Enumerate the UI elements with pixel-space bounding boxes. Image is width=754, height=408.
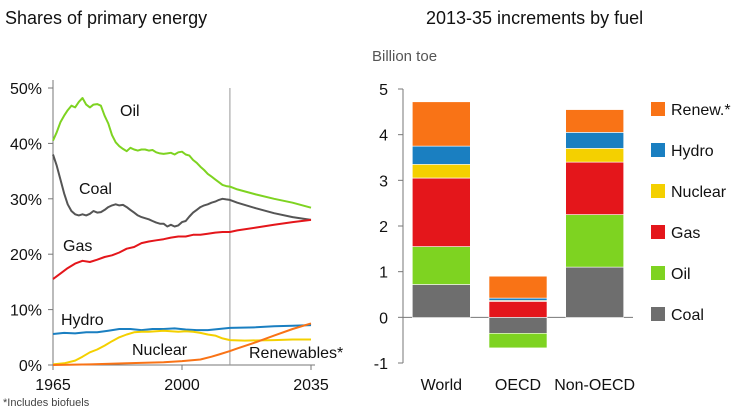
left-y-tick-label: 30%: [10, 192, 42, 209]
series-label-nuclear: Nuclear: [132, 342, 188, 359]
legend-swatch-nuclear: [651, 184, 665, 198]
right-y-axis-ticks: -1 0 1 2 3 4 5: [374, 82, 403, 373]
legend-label-hydro: Hydro: [671, 143, 714, 160]
right-y-axis-label: Billion toe: [372, 48, 437, 65]
series-line-renewables: [52, 322, 312, 366]
series-line-nuclear: [52, 329, 311, 366]
series-line-gas: [52, 218, 312, 280]
right-y-tick-label: 4: [379, 128, 388, 145]
right-y-tick-label: -1: [374, 356, 388, 373]
bar-segment-non-oecd-nuclear: [565, 148, 625, 163]
right-x-axis-ticks: World OECD Non-OECD: [421, 377, 636, 394]
left-x-tick-label: 1965: [35, 377, 71, 394]
legend-swatch-hydro: [651, 143, 665, 157]
series-label-oil: Oil: [120, 103, 140, 120]
legend-swatch-coal: [651, 307, 665, 321]
bar-segment-non-oecd-renew: [565, 109, 625, 133]
bar-segment-oecd-gas: [488, 301, 548, 318]
bar-segment-world-hydro: [411, 145, 471, 165]
energy-share-line-chart: Shares of primary energy 0% 10% 20% 30% 40% 5…: [3, 8, 343, 408]
right-x-tick-label: OECD: [495, 377, 541, 394]
left-x-axis-ticks: 1965 2000 2035: [35, 365, 329, 394]
bar-segment-oecd-hydro: [488, 297, 548, 301]
legend-label-oil: Oil: [671, 266, 691, 283]
left-x-tick-label: 2000: [164, 377, 200, 394]
right-y-tick-label: 3: [379, 173, 388, 190]
bar-segment-world-oil: [411, 246, 471, 285]
legend-label-gas: Gas: [671, 225, 700, 242]
series-label-renewables: Renewables*: [249, 345, 343, 362]
legend-label-renew: Renew.*: [671, 102, 731, 119]
bar-segment-world-coal: [411, 284, 471, 318]
bar-segment-world-nuclear: [411, 164, 471, 179]
footnote: *Includes biofuels: [3, 397, 90, 408]
right-legend: Renew.* Hydro Nuclear Gas Oil Coal: [651, 102, 731, 324]
left-series-lines: [52, 97, 312, 366]
left-chart-title: Shares of primary energy: [5, 8, 207, 28]
legend-label-coal: Coal: [671, 307, 704, 324]
legend-swatch-gas: [651, 225, 665, 239]
right-x-tick-label: Non-OECD: [554, 377, 635, 394]
bar-segment-non-oecd-oil: [565, 214, 625, 268]
bar-segment-non-oecd-hydro: [565, 132, 625, 149]
series-line-oil: [52, 97, 312, 209]
left-y-tick-label: 20%: [10, 247, 42, 264]
bar-segment-world-renew: [411, 101, 471, 147]
left-y-axis-ticks: 0% 10% 20% 30% 40% 50%: [10, 81, 53, 375]
series-line-hydro: [52, 324, 312, 335]
right-stacked-bars: [411, 101, 625, 349]
legend-label-nuclear: Nuclear: [671, 184, 727, 201]
right-x-tick-label: World: [421, 377, 463, 394]
bar-segment-non-oecd-gas: [565, 161, 625, 215]
right-y-tick-label: 2: [379, 219, 388, 236]
left-y-tick-label: 50%: [10, 81, 42, 98]
left-y-tick-label: 0%: [19, 358, 42, 375]
fuel-increment-bar-chart: 2013-35 increments by fuel Billion toe -…: [372, 8, 731, 394]
left-y-tick-label: 40%: [10, 136, 42, 153]
bar-segment-oecd-coal: [488, 316, 548, 334]
series-label-coal: Coal: [79, 181, 112, 198]
left-y-tick-label: 10%: [10, 303, 42, 320]
right-y-tick-label: 1: [379, 265, 388, 282]
series-label-gas: Gas: [63, 238, 92, 255]
bar-segment-world-gas: [411, 177, 471, 247]
legend-swatch-oil: [651, 266, 665, 280]
bar-segment-oecd-oil: [488, 332, 548, 349]
right-y-tick-label: 5: [379, 82, 388, 99]
legend-swatch-renew: [651, 102, 665, 116]
right-chart-title: 2013-35 increments by fuel: [426, 8, 643, 28]
series-label-hydro: Hydro: [61, 312, 104, 329]
left-x-tick-label: 2035: [293, 377, 329, 394]
series-line-coal: [52, 154, 312, 228]
right-y-tick-label: 0: [379, 310, 388, 327]
bar-segment-non-oecd-coal: [565, 266, 625, 318]
left-series-labels: Oil Coal Gas Hydro Nuclear Renewables*: [61, 103, 343, 362]
bar-segment-oecd-renew: [488, 275, 548, 299]
